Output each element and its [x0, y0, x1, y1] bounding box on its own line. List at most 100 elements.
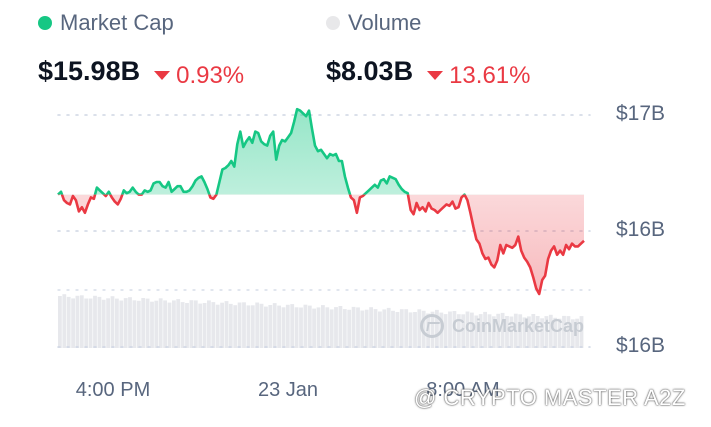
data-point: [281, 139, 283, 141]
volume-bar: [294, 307, 299, 348]
data-point: [317, 150, 319, 152]
x-tick-label: 8:00 AM: [426, 379, 499, 401]
volume-bar: [97, 296, 102, 348]
data-point: [529, 267, 531, 269]
volume-bar: [566, 316, 571, 348]
data-point: [506, 244, 508, 246]
data-point: [419, 209, 421, 211]
data-point: [341, 160, 343, 162]
market-cap-dot-icon: [38, 16, 52, 30]
data-point: [299, 110, 301, 112]
data-point: [69, 204, 71, 206]
data-point: [240, 131, 242, 133]
data-point: [266, 145, 268, 147]
market-cap-value: $15.98B: [38, 56, 141, 86]
data-point: [386, 183, 388, 185]
data-point: [269, 135, 271, 137]
market-cap-stat: $15.98B 0.93%: [38, 56, 244, 90]
volume-bar: [575, 318, 579, 348]
volume-bar: [141, 298, 146, 348]
data-point: [464, 194, 466, 196]
data-point: [237, 143, 239, 145]
data-point: [186, 191, 188, 193]
volume-bar: [176, 299, 181, 348]
legend-volume[interactable]: Volume: [326, 10, 421, 36]
volume-bar: [255, 302, 260, 348]
volume-bar: [285, 304, 290, 348]
volume-bar: [158, 298, 163, 348]
data-point: [272, 131, 274, 133]
data-point: [437, 212, 439, 214]
data-point: [108, 191, 110, 193]
volume-bar: [478, 314, 483, 348]
data-point: [470, 212, 472, 214]
volume-bar: [281, 307, 286, 348]
data-point: [135, 191, 137, 193]
volume-bar: [364, 309, 369, 348]
volume-bar: [509, 316, 514, 348]
volume-bar: [268, 305, 273, 348]
data-point: [60, 191, 62, 193]
area-below-baseline: [62, 194, 584, 294]
data-point: [72, 195, 74, 197]
data-point: [216, 194, 218, 196]
data-point: [75, 199, 77, 201]
volume-bar: [185, 303, 189, 348]
volume-bar: [246, 305, 251, 348]
x-tick-label: 4:00 PM: [76, 379, 150, 401]
volume-bar: [562, 315, 566, 348]
data-point: [123, 190, 125, 192]
data-point: [332, 155, 334, 157]
data-point: [344, 176, 346, 178]
volume-bar: [132, 300, 137, 348]
data-point: [278, 145, 280, 147]
volume-bar: [356, 307, 360, 348]
data-point: [147, 191, 149, 193]
data-point: [485, 258, 487, 260]
volume-bar: [220, 302, 224, 348]
volume-bar: [334, 307, 338, 348]
data-point: [275, 159, 277, 161]
legend-market-cap[interactable]: Market Cap: [38, 10, 174, 36]
data-point: [57, 194, 59, 196]
data-point: [353, 199, 355, 201]
volume-bar: [474, 315, 479, 348]
data-point: [129, 191, 131, 193]
volume-bar: [215, 304, 220, 348]
data-point: [201, 176, 203, 178]
volume-bar: [145, 298, 150, 348]
data-point: [78, 211, 80, 213]
data-point: [192, 185, 194, 187]
data-point: [66, 202, 68, 204]
data-point: [111, 197, 113, 199]
data-point: [311, 128, 313, 130]
market-cap-change-value: 0.93%: [176, 61, 245, 89]
data-point: [371, 187, 373, 189]
data-point: [392, 177, 394, 179]
y-tick-label: $17B: [616, 102, 665, 125]
volume-bar: [461, 314, 466, 348]
data-point: [356, 212, 358, 214]
data-point: [377, 187, 379, 189]
data-point: [243, 146, 245, 148]
data-point: [177, 185, 179, 187]
data-point: [81, 206, 83, 208]
data-point: [491, 264, 493, 266]
volume-bar: [233, 305, 238, 348]
data-point: [198, 177, 200, 179]
data-point: [562, 254, 564, 256]
data-point: [231, 160, 233, 162]
volume-bar: [452, 311, 457, 348]
volume-bar: [119, 300, 124, 348]
data-point: [467, 199, 469, 201]
volume-bar: [386, 307, 391, 348]
volume-bar: [548, 314, 553, 348]
volume-bar: [303, 304, 308, 348]
data-point: [434, 209, 436, 211]
volume-bar: [58, 296, 62, 348]
data-point: [326, 157, 328, 159]
data-point: [296, 108, 298, 110]
data-point: [255, 131, 257, 133]
data-point: [87, 204, 89, 206]
